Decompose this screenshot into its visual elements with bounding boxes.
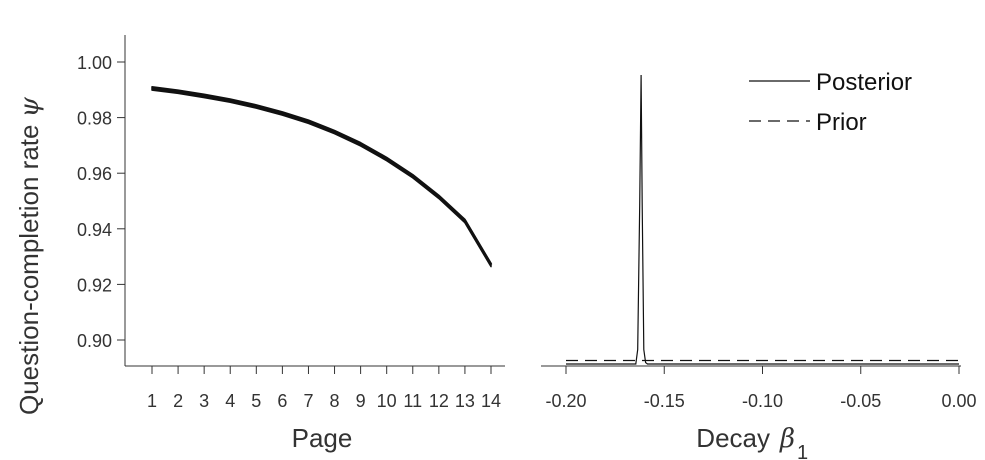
right-panel: -0.20 -0.15 -0.10 -0.05 0.00 Decay β 1 Poste… <box>541 69 977 460</box>
left-x-tick-label: 8 <box>330 391 340 411</box>
right-x-axis-title-symbol: β <box>779 424 795 454</box>
right-x-axis-title-subscript: 1 <box>797 442 808 460</box>
right-series <box>566 74 959 365</box>
right-x-tick-label: -0.10 <box>742 391 783 411</box>
left-y-tick-label: 0.98 <box>77 109 112 129</box>
left-x-tick-label: 10 <box>377 391 397 411</box>
right-x-ticks: -0.20 -0.15 -0.10 -0.05 0.00 <box>545 366 977 411</box>
left-y-tick-label: 0.94 <box>77 220 112 240</box>
legend-prior-label: Prior <box>816 109 867 136</box>
left-y-axis-title: Question-completion rate ψ <box>14 97 45 415</box>
left-series <box>151 85 493 268</box>
left-x-tick-label: 6 <box>277 391 287 411</box>
right-x-tick-label: -0.05 <box>840 391 881 411</box>
left-y-axis-title-symbol: ψ <box>15 97 45 118</box>
left-x-tick-label: 2 <box>173 391 183 411</box>
left-x-ticks: 1 2 3 4 5 6 7 8 9 10 11 12 13 14 <box>147 366 501 411</box>
left-x-tick-label: 11 <box>403 391 422 411</box>
left-x-tick-label: 5 <box>251 391 261 411</box>
posterior-curve <box>566 74 959 365</box>
left-x-tick-label: 13 <box>455 391 475 411</box>
left-y-axis-title-text: Question-completion rate <box>14 125 44 415</box>
right-x-tick-label: -0.15 <box>644 391 685 411</box>
left-x-tick-label: 14 <box>481 391 501 411</box>
left-series-band <box>151 85 492 268</box>
legend-posterior-label: Posterior <box>816 69 912 96</box>
left-x-tick-label: 9 <box>356 391 366 411</box>
right-x-tick-label: 0.00 <box>941 391 976 411</box>
left-y-tick-label: 0.90 <box>77 331 112 351</box>
left-x-tick-label: 4 <box>225 391 235 411</box>
left-x-tick-label: 7 <box>303 391 313 411</box>
left-y-ticks: 0.90 0.92 0.94 0.96 0.98 1.00 <box>77 53 125 351</box>
left-series-line <box>151 86 493 266</box>
left-x-tick-label: 3 <box>199 391 209 411</box>
left-y-tick-label: 1.00 <box>77 53 112 73</box>
left-y-tick-label: 0.92 <box>77 275 112 295</box>
left-y-tick-label: 0.96 <box>77 164 112 184</box>
left-x-axis-title: Page <box>292 423 353 453</box>
left-panel: 0.900.920.940.960.981.00 1 2 3 4 5 6 7 8 9 10 11 12… <box>14 35 505 453</box>
left-x-tick-label: 1 <box>147 391 157 411</box>
right-x-axis-title: Decay <box>696 423 770 453</box>
right-x-tick-label: -0.20 <box>545 391 586 411</box>
legend: Posterior Prior <box>749 69 912 136</box>
left-x-tick-label: 12 <box>429 391 449 411</box>
right-x-axis-title-beta: β <box>779 424 795 454</box>
